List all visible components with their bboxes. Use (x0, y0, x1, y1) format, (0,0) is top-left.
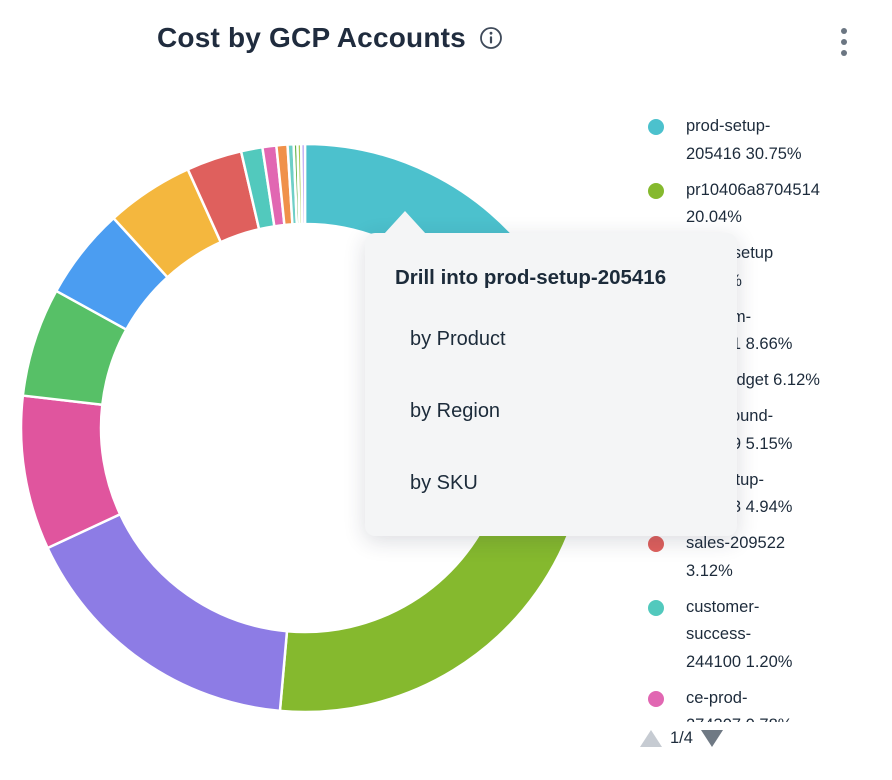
drilldown-popup-arrow (384, 211, 426, 234)
kebab-dot (841, 39, 847, 45)
legend-label: pr10406a8704514 20.04% (686, 177, 842, 232)
legend-label-line: success- (686, 625, 752, 643)
drilldown-popup-title: Drill into prod-setup-205416 (395, 266, 667, 289)
legend-item[interactable]: customer-success- 244100 1.20% (646, 594, 862, 677)
info-icon[interactable] (479, 26, 503, 50)
legend-pagination: 1/4 (640, 729, 723, 748)
legend-dot (648, 536, 664, 552)
legend-label-line: ce-prod- (686, 688, 748, 707)
legend-label: customer-success- 244100 1.20% (686, 594, 842, 677)
more-options-button[interactable] (839, 26, 849, 58)
drill-option-by-product[interactable]: by Product (410, 328, 506, 350)
legend-label: sales-209522 3.12% (686, 530, 842, 585)
drill-option-by-region[interactable]: by Region (410, 400, 501, 422)
legend-item[interactable]: pr10406a8704514 20.04% (646, 177, 862, 232)
legend-label-line: prod-setup- (686, 117, 771, 135)
legend-dot (648, 690, 664, 707)
drilldown-popup: Drill into prod-setup-205416 by Product … (365, 233, 737, 536)
legend-dot (648, 599, 664, 616)
legend-item[interactable]: sales-209522 3.12% (646, 530, 862, 585)
kebab-dot (841, 28, 847, 34)
legend-label-line: 244100 1.20% (686, 652, 793, 671)
chart-header: Cost by GCP Accounts (157, 22, 503, 54)
legend-page-up-button[interactable] (640, 730, 662, 747)
page-title: Cost by GCP Accounts (157, 22, 466, 53)
legend-item[interactable]: ce-prod- 274307 0.78% (646, 685, 862, 723)
legend-page-indicator: 1/4 (670, 729, 693, 747)
kebab-dot (841, 50, 847, 56)
pie-slice[interactable] (299, 142, 307, 226)
legend-label-line: 274307 0.78% (686, 712, 842, 722)
legend-label-line: sales-209522 (686, 534, 786, 552)
legend-item[interactable]: prod-setup- 205416 30.75% (646, 113, 862, 168)
pie-slice-demo-setup[interactable] (46, 512, 289, 713)
legend-label-line: 205416 30.75% (686, 144, 802, 163)
drill-option-by-sku[interactable]: by SKU (410, 472, 478, 494)
legend-label-line: customer- (686, 597, 760, 616)
legend-dot (648, 119, 664, 135)
legend-label-line: 20.04% (686, 208, 742, 226)
legend-dot (648, 182, 664, 199)
legend-label: prod-setup- 205416 30.75% (686, 113, 842, 168)
legend-label-line: 3.12% (686, 561, 733, 580)
legend-page-down-button[interactable] (700, 730, 723, 747)
legend-label-line: pr10406a8704514 (686, 180, 820, 199)
legend-label: ce-prod- 274307 0.78% (686, 685, 842, 723)
